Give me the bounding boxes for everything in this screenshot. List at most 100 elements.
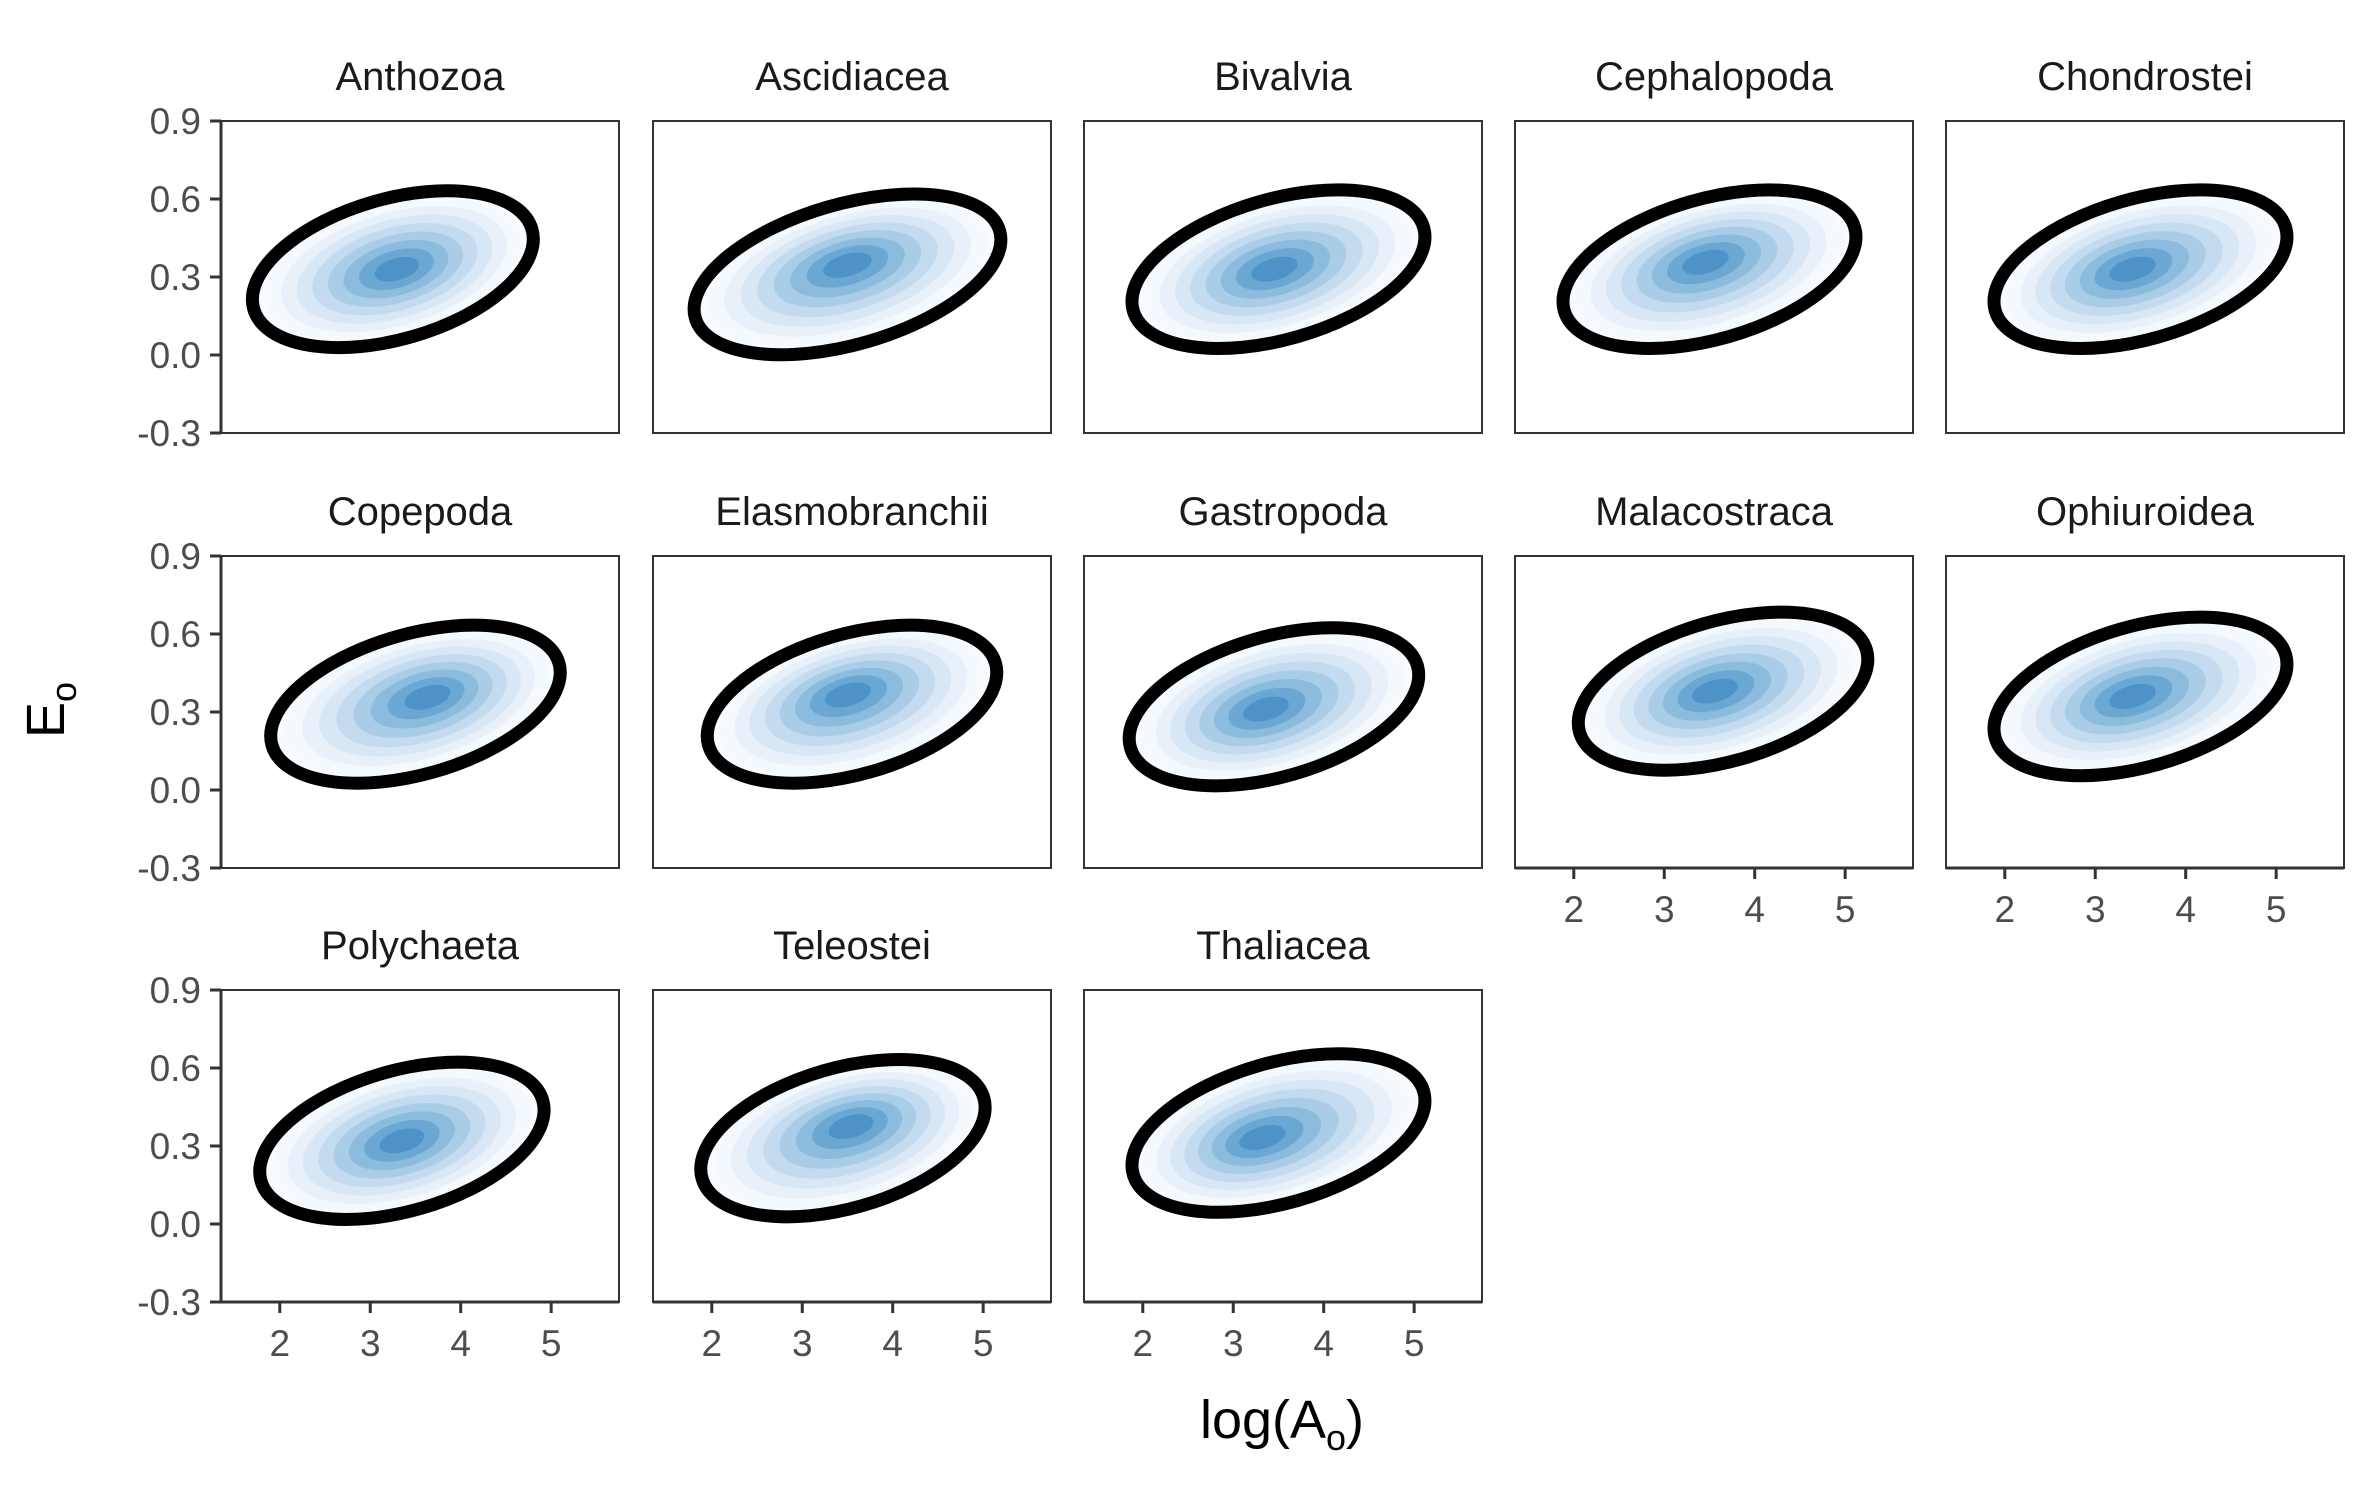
facet-title: Bivalvia xyxy=(1214,55,1353,99)
density-layer xyxy=(700,618,1004,790)
density-layer xyxy=(253,1055,551,1226)
x-tick-label: 3 xyxy=(1223,1323,1244,1364)
y-tick-label: 0.6 xyxy=(150,1048,201,1089)
x-tick-label: 2 xyxy=(1564,889,1585,930)
facet-panel: Teleostei 2 3 4 5 xyxy=(652,924,1052,1364)
facet-title: Thaliacea xyxy=(1196,924,1370,968)
density-layer xyxy=(1571,605,1875,777)
x-tick-label: 2 xyxy=(270,1323,291,1364)
facet-panel: Chondrostei xyxy=(1945,55,2345,434)
x-tick-label: 3 xyxy=(2085,889,2106,930)
panel-border xyxy=(1083,555,1483,869)
y-tick-label: -0.3 xyxy=(137,413,201,454)
density-layer xyxy=(687,187,1008,362)
density-contour xyxy=(823,252,872,278)
panels-layer: Anthozoa -0.3 0.0 0.3 0.6 0.9 Ascidiacea Bivalv… xyxy=(137,55,2345,1364)
x-tick-label: 5 xyxy=(541,1323,562,1364)
facet-panel: Bivalvia xyxy=(1083,55,1483,434)
facet-panel: Gastropoda xyxy=(1083,490,1483,869)
density-layer xyxy=(245,184,540,355)
x-tick-label: 2 xyxy=(1133,1323,1154,1364)
facet-title: Teleostei xyxy=(773,924,931,968)
density-layer xyxy=(694,1053,992,1224)
x-tick-label: 4 xyxy=(450,1323,471,1364)
confidence-ellipse xyxy=(1125,183,1432,355)
y-tick-label: 0.3 xyxy=(150,692,201,733)
facet-title: Cephalopoda xyxy=(1595,55,1834,99)
density-layer xyxy=(1122,621,1426,793)
y-tick-label: -0.3 xyxy=(137,1282,201,1323)
x-tick-label: 5 xyxy=(973,1323,994,1364)
density-layer xyxy=(1125,183,1432,355)
facet-title: Polychaeta xyxy=(321,924,520,968)
facet-panel: Elasmobranchii xyxy=(652,490,1052,869)
density-contour xyxy=(1251,256,1298,282)
density-contour xyxy=(1682,249,1729,275)
confidence-ellipse xyxy=(1987,183,2294,355)
density-layer xyxy=(1987,610,2294,783)
confidence-ellipse xyxy=(253,1055,551,1226)
panel-border xyxy=(1083,120,1483,434)
confidence-ellipse xyxy=(245,184,540,355)
x-tick-label: 2 xyxy=(1995,889,2016,930)
facet-panel: Ascidiacea xyxy=(652,55,1052,434)
facet-panel: Polychaeta -0.3 0.0 0.3 0.6 0.9 2 3 4 5 xyxy=(137,924,620,1364)
density-layer xyxy=(1125,1047,1432,1219)
x-tick-label: 4 xyxy=(1744,889,1765,930)
density-contour xyxy=(825,682,871,708)
confidence-ellipse xyxy=(264,618,567,790)
x-tick-label: 4 xyxy=(2175,889,2196,930)
panel-border xyxy=(1945,120,2345,434)
y-tick-label: 0.0 xyxy=(150,1204,201,1245)
x-tick-label: 5 xyxy=(1404,1323,1425,1364)
density-contour xyxy=(379,1128,425,1154)
confidence-ellipse xyxy=(1125,1047,1432,1219)
facet-title: Elasmobranchii xyxy=(715,490,988,534)
density-contour xyxy=(828,1114,874,1140)
facet-title: Copepoda xyxy=(328,490,513,534)
density-layer xyxy=(264,618,567,790)
y-tick-label: 0.9 xyxy=(150,536,201,577)
facet-panel: Malacostraca 2 3 4 5 xyxy=(1514,490,1914,930)
facet-title: Ophiuroidea xyxy=(2036,490,2255,534)
confidence-ellipse xyxy=(687,187,1008,362)
y-tick-label: -0.3 xyxy=(137,848,201,889)
y-tick-label: 0.9 xyxy=(150,101,201,142)
facet-panel: Ophiuroidea 2 3 4 5 xyxy=(1945,490,2345,930)
confidence-ellipse xyxy=(1987,610,2294,783)
facet-panel: Copepoda -0.3 0.0 0.3 0.6 0.9 xyxy=(137,490,620,889)
y-tick-label: 0.0 xyxy=(150,770,201,811)
density-contour xyxy=(374,256,420,282)
confidence-ellipse xyxy=(694,1053,992,1224)
y-tick-label: 0.3 xyxy=(150,257,201,298)
panel-border xyxy=(652,120,1052,434)
facet-title: Chondrostei xyxy=(2037,55,2253,99)
x-tick-label: 2 xyxy=(702,1323,723,1364)
facet-title: Ascidiacea xyxy=(755,55,949,99)
facet-title: Gastropoda xyxy=(1178,490,1388,534)
density-contour xyxy=(2109,256,2156,282)
y-axis-title: Eo xyxy=(16,682,84,738)
x-tick-label: 3 xyxy=(792,1323,813,1364)
confidence-ellipse xyxy=(1556,183,1863,355)
facet-title: Anthozoa xyxy=(335,55,505,99)
y-tick-label: 0.0 xyxy=(150,335,201,376)
density-layer xyxy=(1987,183,2294,355)
x-tick-label: 4 xyxy=(882,1323,903,1364)
density-layer xyxy=(1556,183,1863,355)
density-contour xyxy=(1692,678,1738,704)
density-contour xyxy=(2109,683,2156,709)
facet-panel: Thaliacea 2 3 4 5 xyxy=(1083,924,1483,1364)
facet-title: Malacostraca xyxy=(1595,490,1834,534)
x-tick-label: 3 xyxy=(360,1323,381,1364)
confidence-ellipse xyxy=(1122,621,1426,793)
confidence-ellipse xyxy=(1571,605,1875,777)
y-tick-label: 0.6 xyxy=(150,179,201,220)
y-tick-label: 0.3 xyxy=(150,1126,201,1167)
x-tick-label: 5 xyxy=(2266,889,2287,930)
confidence-ellipse xyxy=(700,618,1004,790)
x-axis-title: log(Ao) xyxy=(1200,1390,1364,1458)
facet-panel: Cephalopoda xyxy=(1514,55,1914,434)
density-contour xyxy=(1243,696,1289,722)
